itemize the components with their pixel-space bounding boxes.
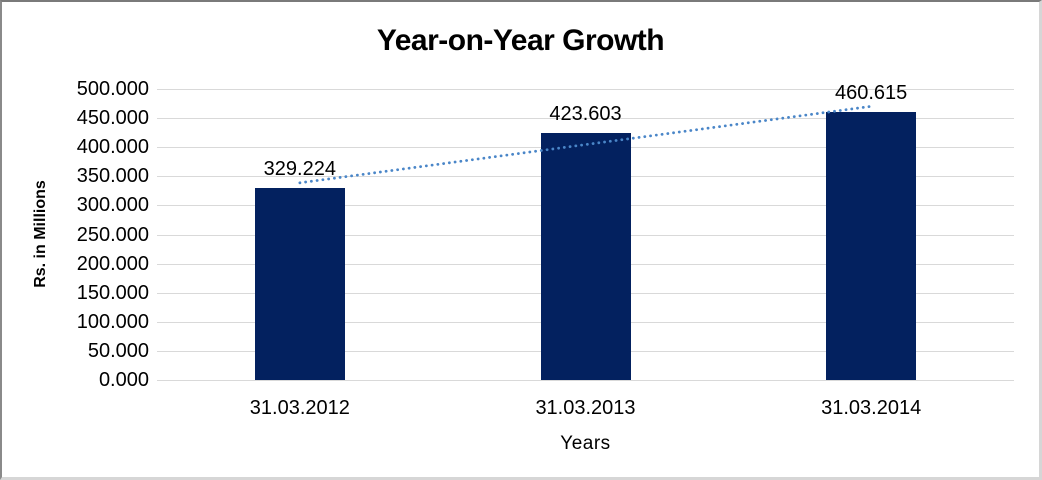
bar-31.03.2014 (826, 111, 917, 380)
x-tick-label: 31.03.2012 (249, 397, 350, 419)
chart-title: Year-on-Year Growth (376, 24, 665, 57)
x-tick-label: 31.03.2013 (535, 397, 636, 419)
y-tick-label: 100.000 (76, 311, 149, 333)
bar-value-label: 329.224 (263, 158, 336, 181)
y-tick-label: 400.000 (76, 136, 149, 158)
bar-31.03.2012 (254, 188, 345, 380)
y-tick-label: 50.000 (87, 340, 149, 362)
y-tick-label: 500.000 (76, 78, 149, 100)
y-tick-label: 450.000 (76, 107, 149, 129)
x-tick-label: 31.03.2014 (821, 397, 922, 419)
y-tick-label: 350.000 (76, 165, 149, 187)
y-tick-label: 0.000 (98, 369, 149, 391)
y-tick-label: 200.000 (76, 253, 149, 275)
bar-value-label: 423.603 (549, 103, 622, 126)
bar-31.03.2013 (540, 133, 631, 380)
bar-value-label: 460.615 (835, 81, 908, 104)
gridline (157, 380, 1014, 381)
x-axis-title: Years (560, 433, 611, 454)
y-tick-label: 250.000 (76, 224, 149, 246)
gridline (157, 89, 1014, 90)
y-tick-label: 150.000 (76, 282, 149, 304)
y-tick-label: 300.000 (76, 194, 149, 216)
